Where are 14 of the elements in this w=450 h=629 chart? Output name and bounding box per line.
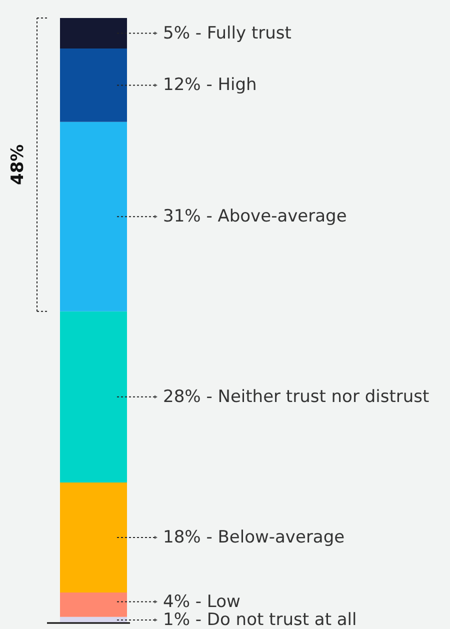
data-label: 5% - Fully trust (163, 23, 292, 44)
data-label: 31% - Above-average (163, 206, 347, 227)
data-label: 12% - High (163, 75, 257, 96)
data-label: 18% - Below-average (163, 527, 345, 548)
data-label: 28% - Neither trust nor distrust (163, 386, 430, 407)
bar (60, 311, 127, 482)
bar (60, 482, 127, 592)
data-label: 1% - Do not trust at all (163, 610, 357, 629)
bar (60, 18, 127, 49)
bar (60, 122, 127, 312)
text: 48% (8, 144, 28, 186)
bar (60, 592, 127, 617)
bar (60, 48, 127, 122)
data-label: 4% - Low (163, 592, 240, 612)
